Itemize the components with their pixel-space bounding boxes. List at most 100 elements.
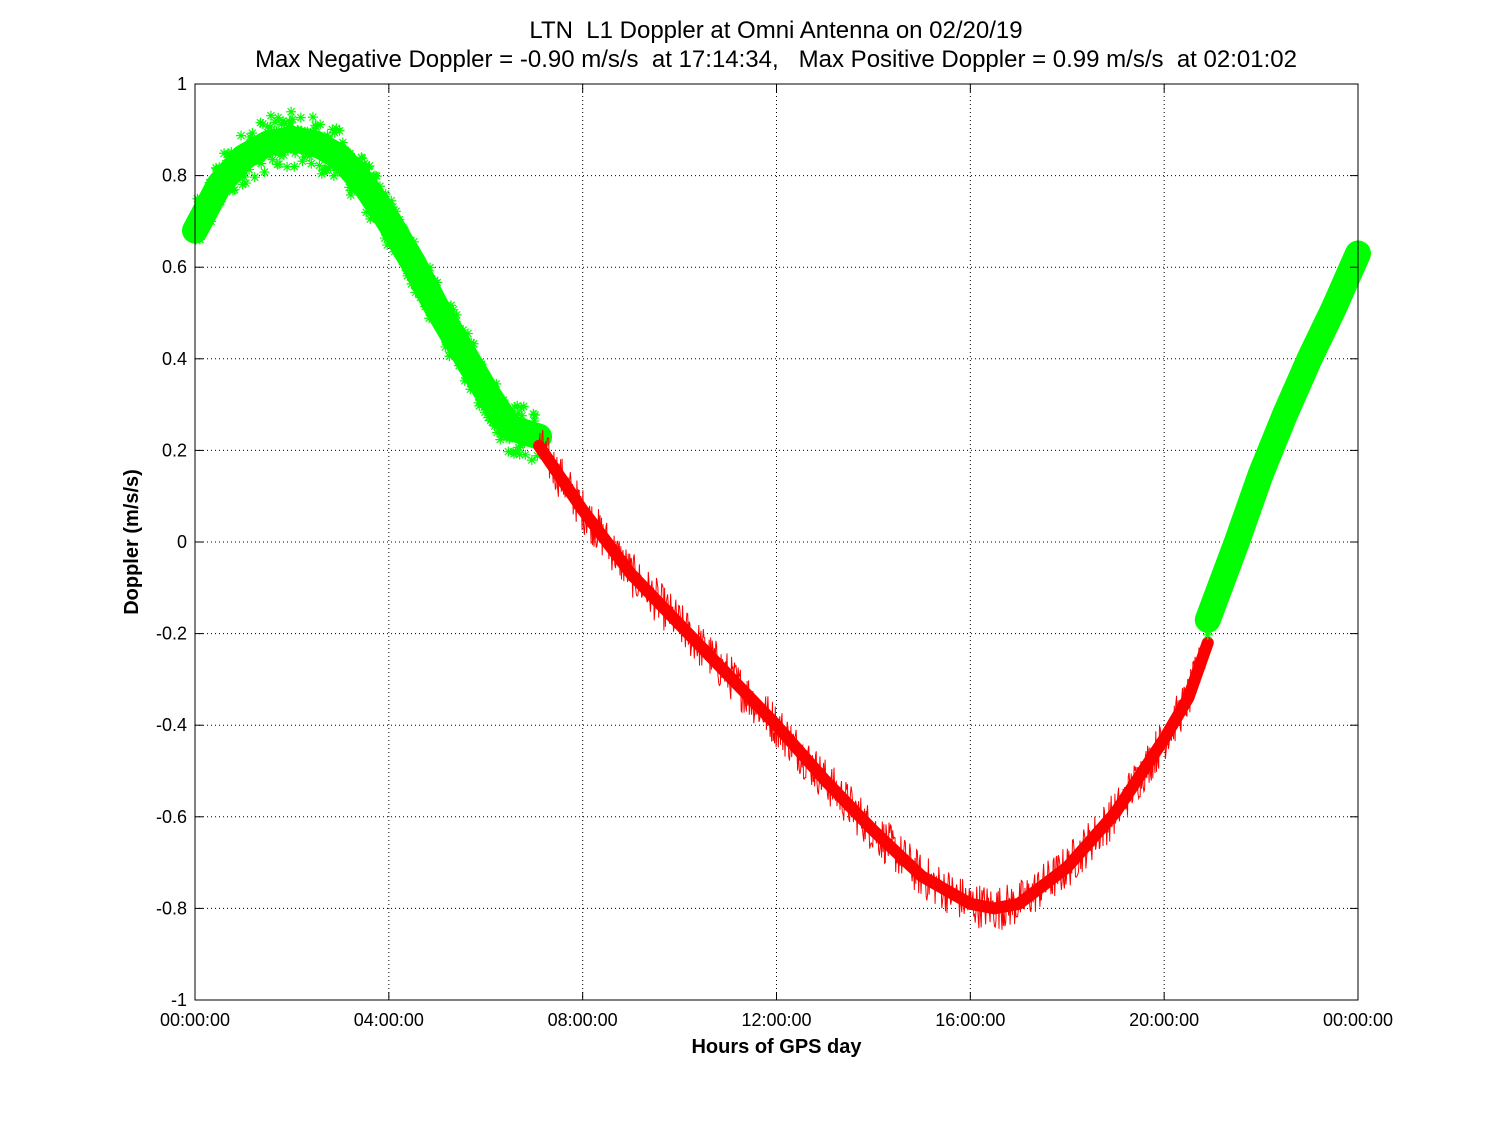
data-point <box>379 233 390 244</box>
data-point <box>273 159 284 170</box>
data-point <box>252 135 263 146</box>
data-point <box>354 169 365 180</box>
data-point <box>302 126 313 137</box>
data-point <box>399 224 410 235</box>
data-point <box>483 402 494 413</box>
data-point <box>1344 250 1355 261</box>
data-point <box>465 384 476 395</box>
data-point <box>345 148 356 159</box>
data-point <box>311 122 322 133</box>
data-point <box>402 270 413 281</box>
data-point <box>1285 404 1296 415</box>
data-point <box>438 326 449 337</box>
data-point <box>491 378 502 389</box>
data-point <box>214 162 225 173</box>
data-point <box>1282 410 1293 421</box>
x-tick-label: 00:00:00 <box>1323 1010 1393 1030</box>
data-point <box>428 312 439 323</box>
data-point <box>494 411 505 422</box>
data-point <box>1346 246 1357 257</box>
data-point <box>382 240 393 251</box>
data-point <box>282 144 293 155</box>
data-point <box>1237 530 1248 541</box>
data-point <box>1257 470 1268 481</box>
data-point <box>361 207 372 218</box>
data-point <box>226 146 237 157</box>
data-point <box>215 196 226 207</box>
data-point <box>492 392 503 403</box>
data-point <box>414 265 425 276</box>
data-point <box>467 365 478 376</box>
data-point <box>1209 592 1220 603</box>
data-point <box>420 301 431 312</box>
data-point <box>475 382 486 393</box>
series-1 <box>182 106 553 466</box>
data-point <box>343 173 354 184</box>
data-point <box>268 133 279 144</box>
data-layer <box>182 106 1371 930</box>
data-point <box>504 432 515 443</box>
x-tick-label: 12:00:00 <box>741 1010 811 1030</box>
data-point <box>431 303 442 314</box>
data-point <box>446 300 457 311</box>
data-point <box>314 160 325 171</box>
data-point <box>422 269 433 280</box>
data-point <box>352 179 363 190</box>
data-point <box>1273 414 1284 425</box>
data-point <box>316 168 327 179</box>
data-point <box>1206 618 1217 629</box>
data-point <box>1341 286 1352 297</box>
data-point <box>1296 368 1307 379</box>
data-point <box>206 216 217 227</box>
data-point <box>1291 365 1302 376</box>
data-point <box>1347 266 1358 277</box>
data-point <box>220 158 231 169</box>
data-point <box>1306 357 1317 368</box>
data-point <box>525 420 536 431</box>
data-point <box>299 152 310 163</box>
data-point <box>257 140 268 151</box>
data-point <box>1305 354 1316 365</box>
y-tick-label: -0.8 <box>156 898 187 918</box>
data-point <box>1236 514 1247 525</box>
data-point <box>222 174 233 185</box>
data-point <box>303 143 314 154</box>
data-point <box>276 119 287 130</box>
data-point <box>1297 375 1308 386</box>
data-point <box>213 185 224 196</box>
data-point <box>515 440 526 451</box>
data-point <box>521 435 532 446</box>
data-point <box>228 158 239 169</box>
data-point <box>454 325 465 336</box>
data-point <box>1205 605 1216 616</box>
data-point <box>387 201 398 212</box>
data-point <box>1327 289 1338 300</box>
data-point <box>1299 346 1310 357</box>
data-point <box>1345 270 1356 281</box>
data-point <box>1247 484 1258 495</box>
data-point <box>478 394 489 405</box>
data-point <box>1218 555 1229 566</box>
data-point <box>447 324 458 335</box>
data-point <box>1281 422 1292 433</box>
chart-subtitle: Max Negative Doppler = -0.90 m/s/s at 17… <box>255 46 1297 73</box>
data-point <box>1225 568 1236 579</box>
data-point <box>297 156 308 167</box>
data-point <box>1266 452 1277 463</box>
data-point <box>1249 479 1260 490</box>
data-point <box>1229 554 1240 565</box>
y-tick-label: -1 <box>171 990 187 1010</box>
data-point <box>273 112 284 123</box>
data-point <box>1255 464 1266 475</box>
data-point <box>202 217 213 228</box>
data-point <box>1231 526 1242 537</box>
data-point <box>279 118 290 129</box>
data-point <box>322 130 333 141</box>
series-line <box>538 430 1209 930</box>
data-point <box>524 430 535 441</box>
data-point <box>346 185 357 196</box>
data-point <box>1233 519 1244 530</box>
data-point <box>1318 342 1329 353</box>
data-point <box>454 360 465 371</box>
data-point <box>281 138 292 149</box>
